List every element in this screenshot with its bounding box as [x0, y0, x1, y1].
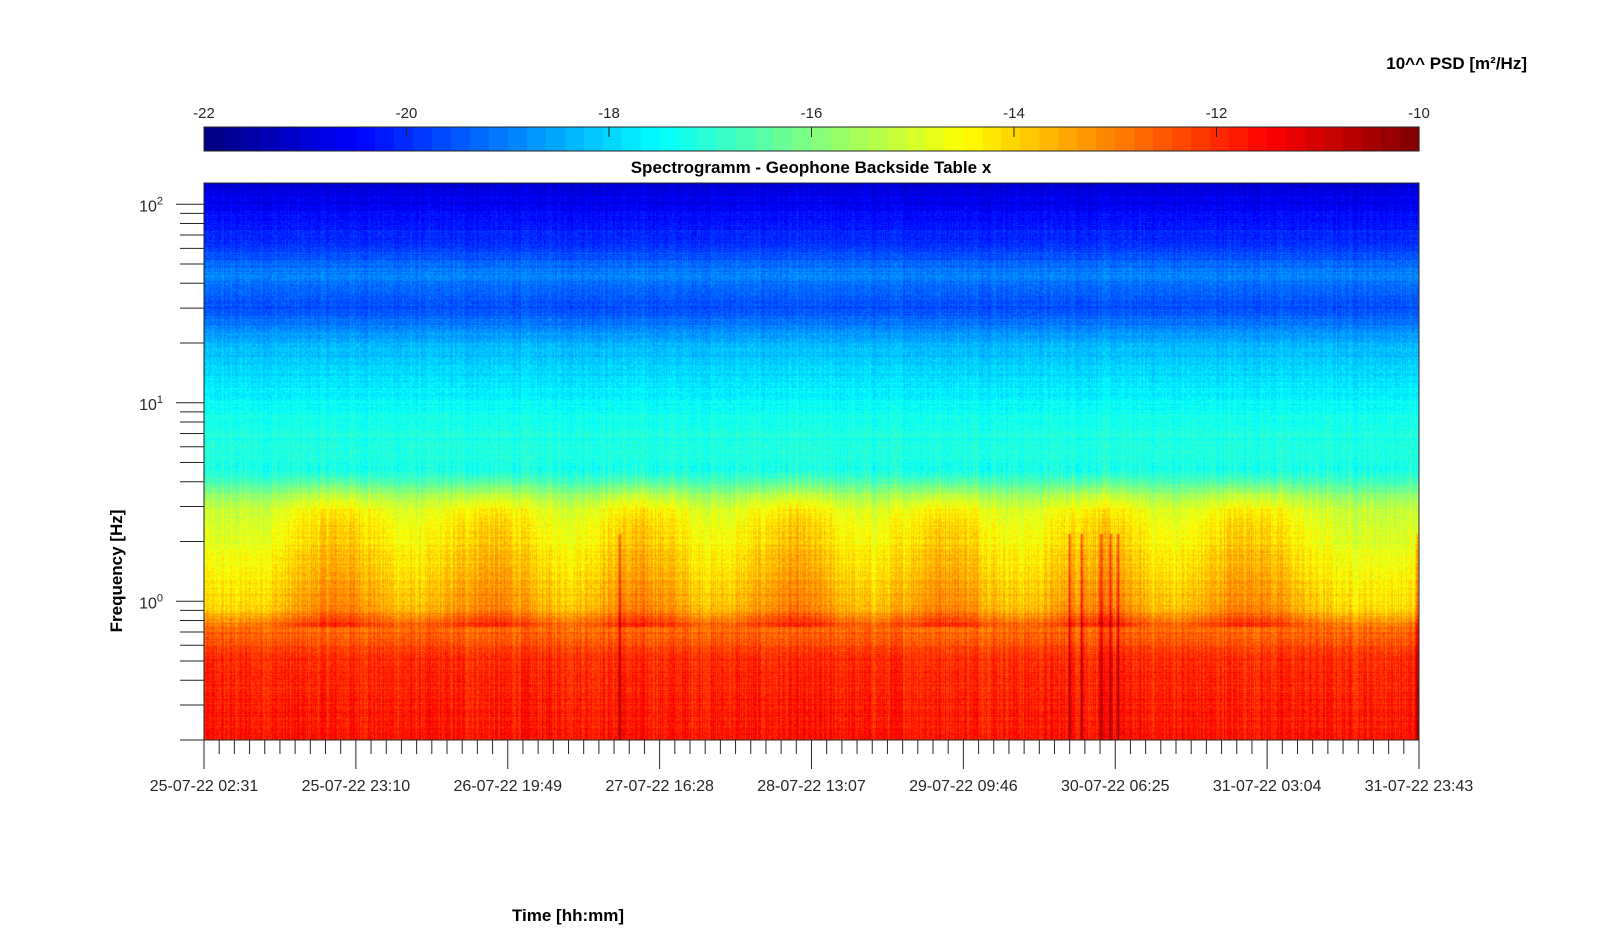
colorbar-segment	[792, 127, 813, 151]
x-tick-label: 25-07-22 02:31	[150, 778, 259, 795]
colorbar-segment	[1229, 127, 1249, 151]
x-axis: 25-07-22 02:31 25-07-22 23:10 26-07-22 19:…	[150, 740, 1474, 795]
colorbar-segment	[1134, 127, 1154, 151]
colorbar-segment	[450, 127, 471, 151]
colorbar-segment	[222, 127, 243, 151]
colorbar-segment	[507, 127, 528, 151]
x-tick-label: 29-07-22 09:46	[909, 778, 1018, 795]
colorbar-segment	[716, 127, 737, 151]
colorbar-segment	[1362, 127, 1382, 151]
colorbar-segment	[1020, 127, 1040, 151]
colorbar-tick-label: -12	[1206, 105, 1228, 122]
colorbar-segment	[545, 127, 566, 151]
colorbar-segment	[1039, 127, 1059, 151]
colorbar-segment	[811, 127, 832, 151]
colorbar-segment	[564, 127, 585, 151]
colorbar-segment	[260, 127, 281, 151]
colorbar-segment	[1058, 127, 1078, 151]
spectrogram-heatmap	[204, 183, 1419, 740]
colorbar-segment	[678, 127, 699, 151]
colorbar-segment	[1305, 127, 1325, 151]
x-tick-label: 26-07-22 19:49	[453, 778, 562, 795]
colorbar-segment	[640, 127, 661, 151]
colorbar-tick-label: -22	[193, 105, 215, 122]
spectrogram-plot-area	[204, 183, 1419, 740]
colorbar-segment	[830, 127, 851, 151]
y-tick-label: 102	[139, 195, 163, 215]
colorbar-segment	[431, 127, 452, 151]
colorbar-segment	[279, 127, 300, 151]
colorbar-tick-label: -10	[1408, 105, 1430, 122]
colorbar-segment	[1191, 127, 1211, 151]
colorbar-tick-label: -16	[801, 105, 823, 122]
colorbar-segment	[336, 127, 357, 151]
colorbar-segment	[488, 127, 509, 151]
colorbar-segment	[1381, 127, 1401, 151]
colorbar-segment	[355, 127, 376, 151]
colorbar-segment	[526, 127, 547, 151]
colorbar-segment	[868, 127, 889, 151]
colorbar-label: 10^^ PSD [m²/Hz]	[1386, 54, 1527, 73]
colorbar-segment	[583, 127, 604, 151]
x-tick-label: 31-07-22 23:43	[1365, 778, 1474, 795]
colorbar-segment	[374, 127, 395, 151]
colorbar-segment	[754, 127, 775, 151]
colorbar-segment	[963, 127, 983, 151]
colorbar-segment	[602, 127, 623, 151]
colorbar-segment	[1248, 127, 1268, 151]
colorbar-segment	[1343, 127, 1363, 151]
colorbar-segment	[697, 127, 718, 151]
colorbar-segment	[1267, 127, 1287, 151]
colorbar	[203, 126, 1420, 152]
chart-title: Spectrogramm - Geophone Backside Table x	[631, 158, 992, 177]
colorbar-segment	[621, 127, 642, 151]
colorbar-tick-label: -20	[396, 105, 418, 122]
colorbar-segment	[393, 127, 414, 151]
colorbar-segment	[412, 127, 433, 151]
x-tick-label: 25-07-22 23:10	[302, 778, 411, 795]
x-tick-label: 31-07-22 03:04	[1213, 778, 1322, 795]
colorbar-segment	[982, 127, 1002, 151]
colorbar-segment	[1077, 127, 1097, 151]
colorbar-segment	[659, 127, 680, 151]
x-tick-label: 28-07-22 13:07	[757, 778, 866, 795]
colorbar-segment	[849, 127, 870, 151]
colorbar-segment	[1286, 127, 1306, 151]
colorbar-segment	[773, 127, 794, 151]
x-tick-label: 27-07-22 16:28	[605, 778, 714, 795]
y-axis-label: Frequency [Hz]	[107, 510, 126, 633]
colorbar-tick-label: -18	[598, 105, 620, 122]
y-tick-label: 101	[139, 394, 163, 414]
colorbar-segment	[298, 127, 319, 151]
x-tick-label: 30-07-22 06:25	[1061, 778, 1170, 795]
colorbar-segment	[944, 127, 964, 151]
colorbar-segment	[204, 127, 224, 151]
colorbar-tick-label: -14	[1003, 105, 1025, 122]
x-axis-label: Time [hh:mm]	[512, 906, 624, 925]
y-tick-label: 100	[139, 592, 163, 612]
y-axis: 100 101 102	[139, 195, 204, 741]
colorbar-segment	[1115, 127, 1135, 151]
colorbar-segment	[1001, 127, 1021, 151]
colorbar-segment	[1400, 127, 1420, 151]
colorbar-segment	[1153, 127, 1173, 151]
colorbar-segment	[1210, 127, 1230, 151]
colorbar-segment	[241, 127, 262, 151]
colorbar-segment	[469, 127, 490, 151]
colorbar-segment	[887, 127, 908, 151]
colorbar-segment	[906, 127, 927, 151]
colorbar-segment	[1096, 127, 1116, 151]
colorbar-segment	[1172, 127, 1192, 151]
colorbar-segment	[735, 127, 756, 151]
colorbar-segment	[317, 127, 338, 151]
colorbar-segment	[925, 127, 945, 151]
colorbar-segment	[1324, 127, 1344, 151]
